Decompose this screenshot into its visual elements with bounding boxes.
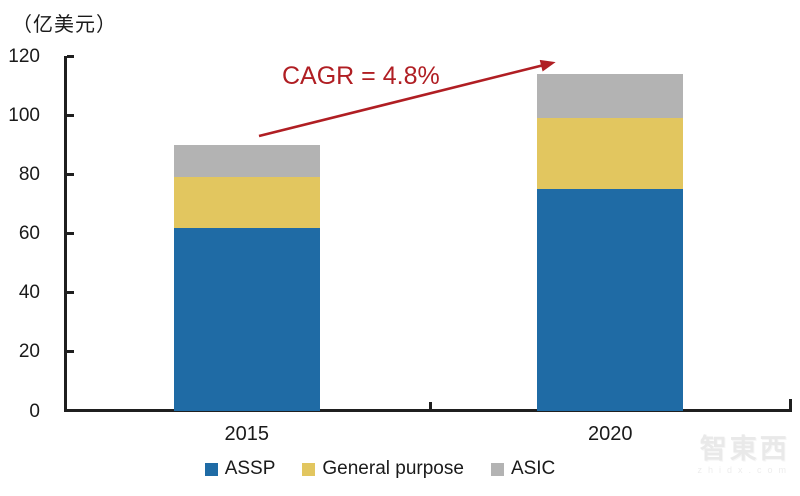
y-axis-tick-label: 80 [18, 163, 40, 185]
bar-segment-general-purpose[interactable] [537, 118, 684, 190]
y-axis-tick [67, 350, 74, 354]
y-axis-tick [67, 113, 74, 117]
y-axis-tick-label: 40 [18, 282, 40, 304]
x-axis-category-label: 2020 [588, 423, 633, 445]
cagr-annotation: CAGR = 4.8% [282, 62, 440, 90]
x-axis-end-tick [789, 399, 792, 410]
bar-segment-general-purpose[interactable] [173, 177, 320, 228]
x-axis-category-label: 2015 [224, 423, 270, 445]
legend-label: General purpose [322, 458, 464, 479]
legend-label: ASIC [510, 458, 556, 479]
legend: ASSP General purpose ASIC [0, 458, 760, 480]
bar-segment-asic[interactable] [173, 144, 320, 178]
legend-swatch-icon [490, 462, 504, 476]
legend-swatch-icon [204, 462, 218, 476]
x-axis-mid-tick [428, 402, 432, 410]
bar-segment-assp[interactable] [173, 227, 320, 411]
y-axis-tick [67, 291, 74, 295]
y-axis-unit-label: （亿美元） [12, 14, 117, 36]
y-axis-line [64, 56, 67, 412]
y-axis-tick [67, 232, 74, 235]
legend-item-asic[interactable]: ASIC [490, 458, 556, 480]
bar-segment-asic[interactable] [537, 73, 684, 119]
x-axis-line [64, 409, 792, 412]
y-axis-tick-label: 0 [29, 400, 40, 422]
y-axis-tick [67, 54, 74, 58]
legend-swatch-icon [302, 462, 316, 476]
legend-item-assp[interactable]: ASSP [204, 458, 276, 480]
watermark-brand-text: 智東西 [699, 434, 790, 464]
watermark: 智東西 zhidx.com [697, 434, 792, 476]
y-axis-tick [67, 172, 74, 176]
watermark-domain-text: zhidx.com [697, 465, 792, 475]
y-axis-tick-label: 120 [8, 45, 40, 67]
bar-segment-assp[interactable] [537, 189, 684, 411]
y-axis-tick-label: 60 [18, 223, 40, 244]
legend-item-general-purpose[interactable]: General purpose [302, 458, 464, 480]
y-axis-tick-label: 100 [8, 104, 40, 126]
legend-label: ASSP [224, 458, 276, 479]
y-axis-tick-label: 20 [18, 341, 40, 363]
